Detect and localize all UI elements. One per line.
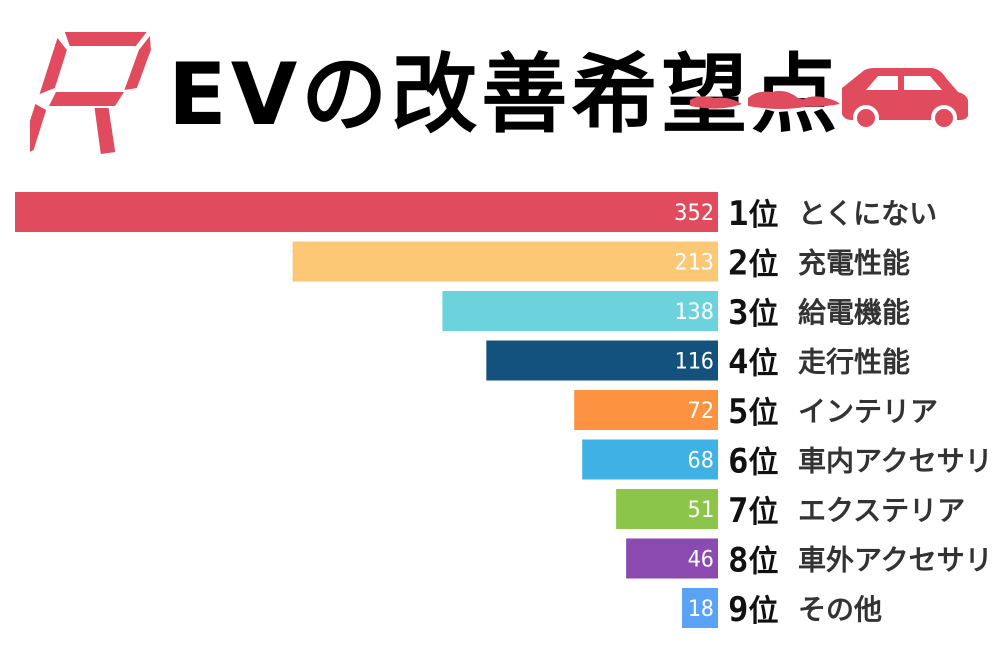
category-label: 車外アクセサリ: [798, 544, 993, 577]
bar-row: 18 9位 その他: [682, 588, 882, 630]
bar-row: 352 1位 とくにない: [15, 192, 937, 234]
bar-value-label: 116: [674, 350, 714, 375]
header: EVの改善希望点: [0, 0, 1000, 185]
page-title: EVの改善希望点: [168, 45, 842, 145]
rank-label: 5位: [728, 392, 778, 432]
category-label: その他: [798, 593, 882, 626]
bar: [626, 538, 718, 579]
bar-row: 138 3位 給電機能: [442, 291, 910, 333]
category-label: 走行性能: [798, 346, 910, 379]
bar-row: 51 7位 エクステリア: [616, 489, 965, 531]
rank-label: 2位: [728, 244, 778, 284]
bar-value-label: 352: [674, 201, 714, 226]
rank-label: 3位: [728, 293, 778, 333]
category-label: とくにない: [798, 197, 937, 230]
rank-label: 8位: [728, 541, 778, 581]
bar-row: 68 6位 車内アクセサリ: [582, 439, 993, 482]
rank-label: 9位: [728, 590, 778, 630]
rank-label: 6位: [728, 442, 778, 482]
car-icon: [690, 68, 968, 128]
category-label: 給電機能: [798, 296, 910, 329]
bar-value-label: 46: [688, 548, 715, 573]
rank-label: 7位: [728, 491, 778, 531]
bar: [292, 241, 718, 282]
bar-value-label: 51: [688, 498, 715, 523]
category-label: エクステリア: [798, 494, 965, 527]
bar: [442, 291, 718, 331]
bar-value-label: 213: [674, 251, 714, 276]
bar: [616, 489, 718, 529]
rank-label: 4位: [728, 343, 778, 383]
bar-row: 116 4位 走行性能: [486, 340, 910, 383]
bar-value-label: 138: [674, 300, 714, 325]
bar-chart: 352 1位 とくにない 213 2位 充電性能 138 3位 給電機能 116 4位 走行性能 72 5…: [15, 192, 993, 630]
bar-row: 213 2位 充電性能: [292, 241, 910, 284]
bar-value-label: 72: [688, 399, 715, 424]
bar-row: 72 5位 インテリア: [574, 390, 938, 432]
rank-label: 1位: [728, 194, 778, 234]
segment-r-icon: [30, 32, 151, 158]
bar: [682, 588, 718, 628]
category-label: 車内アクセサリ: [798, 445, 993, 478]
bar: [486, 340, 718, 381]
bar: [574, 390, 718, 430]
category-label: 充電性能: [798, 247, 910, 280]
bar-row: 46 8位 車外アクセサリ: [626, 538, 993, 581]
bar-value-label: 68: [688, 449, 715, 474]
bar: [582, 439, 718, 480]
bar-value-label: 18: [688, 597, 715, 622]
bar: [15, 192, 718, 232]
category-label: インテリア: [798, 395, 938, 428]
